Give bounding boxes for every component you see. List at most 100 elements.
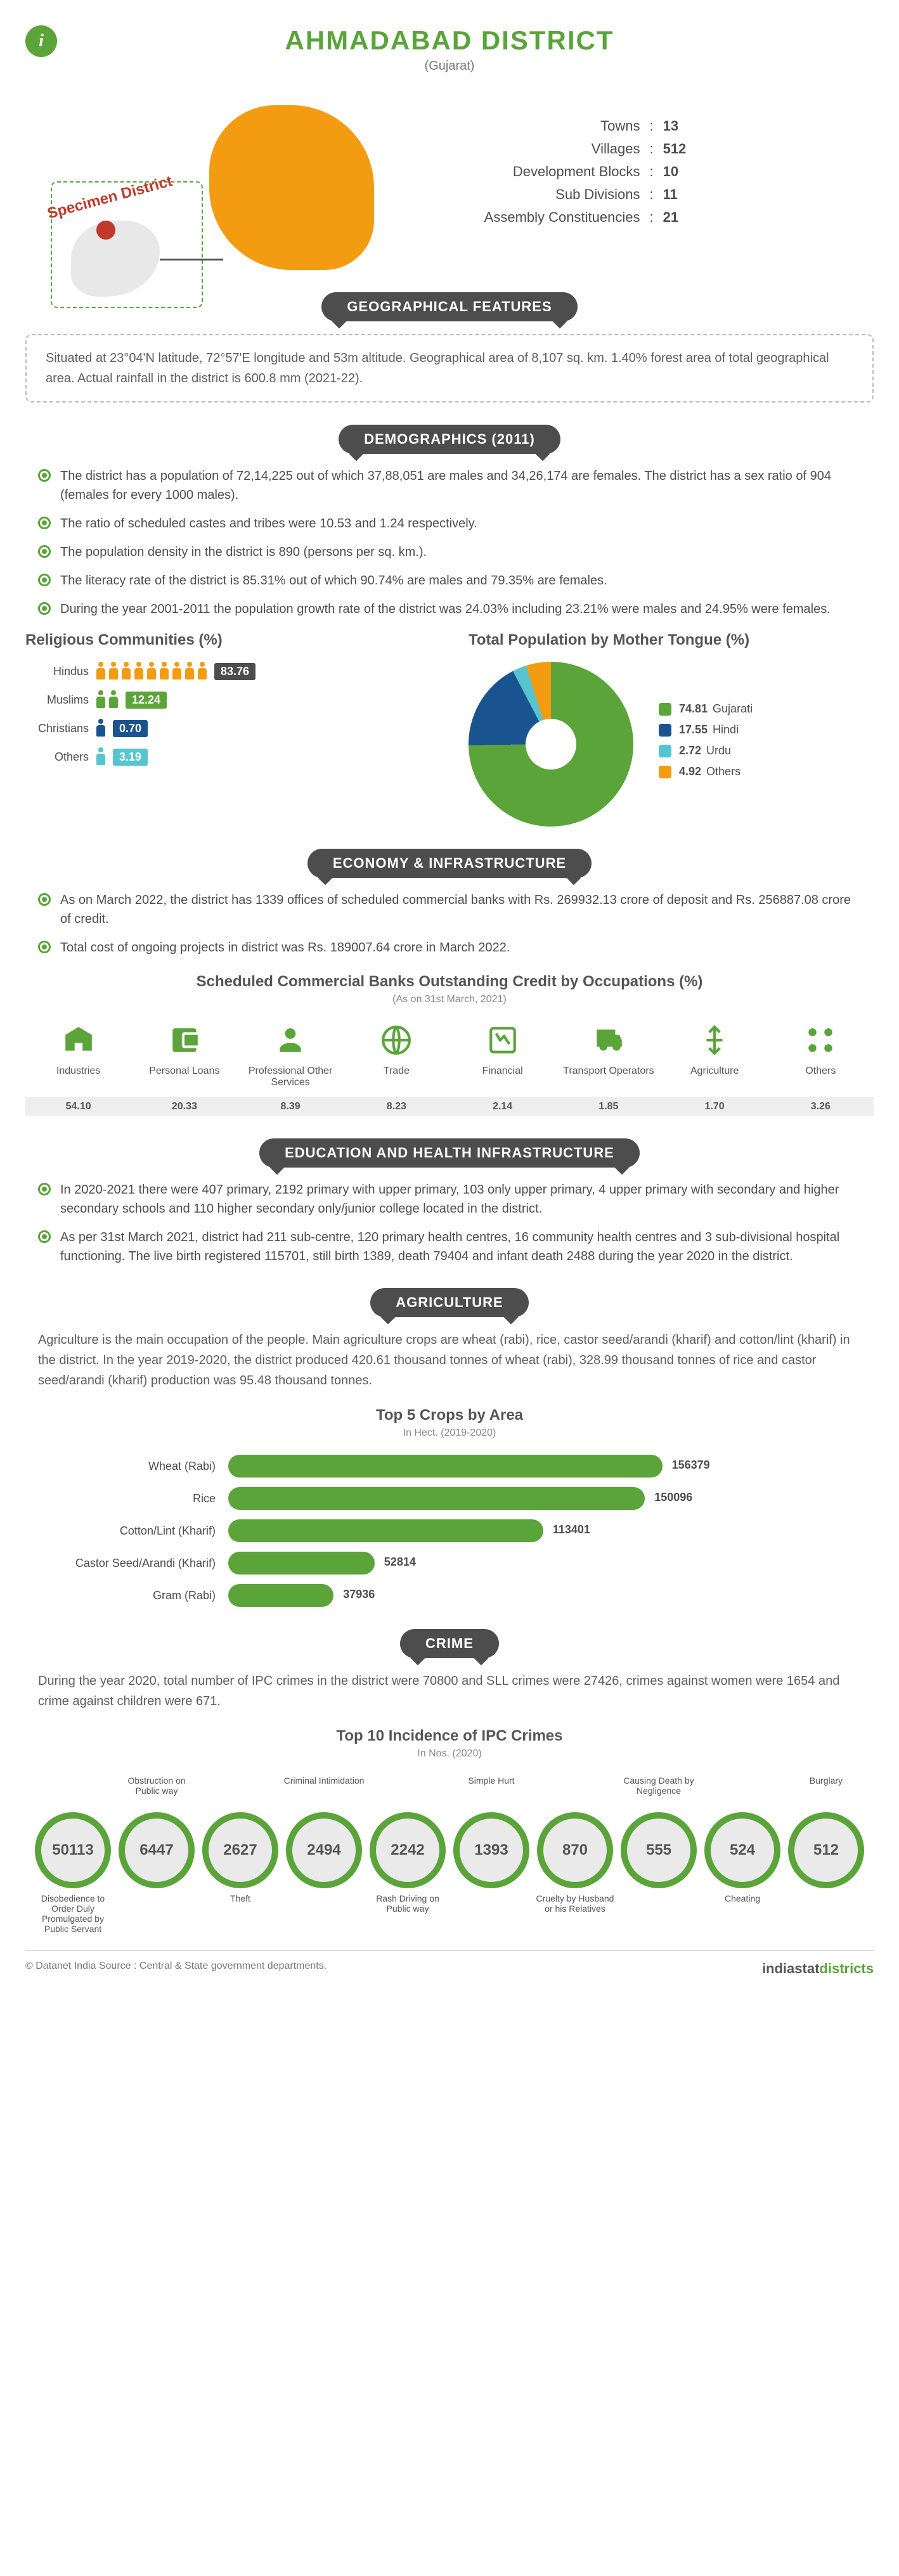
crop-bar-wrap: 37936	[228, 1584, 848, 1607]
crime-item: 50113Disobedience to Order Duly Promulga…	[31, 1775, 115, 1925]
religion-label: Hindus	[25, 665, 95, 678]
religion-value: 83.76	[214, 663, 255, 680]
agri-desc: Agriculture is the main occupation of th…	[25, 1330, 874, 1391]
crop-value: 52814	[384, 1555, 416, 1569]
occupation-item: Others3.26	[768, 1021, 874, 1116]
stat-row: Assembly Constituencies:21	[427, 209, 686, 226]
stat-row: Towns:13	[427, 118, 686, 134]
crop-bar	[228, 1487, 645, 1510]
stat-value: 11	[663, 186, 678, 203]
crop-label: Castor Seed/Arandi (Kharif)	[51, 1557, 228, 1570]
tongue-legend: 74.81Gujarati17.55Hindi2.72Urdu4.92Other…	[659, 702, 753, 786]
stat-value: 10	[663, 164, 678, 180]
crop-bar	[228, 1519, 543, 1542]
person-icon	[95, 719, 107, 738]
person-icon	[108, 662, 119, 681]
occupation-icon	[271, 1021, 309, 1059]
crop-bar	[228, 1584, 333, 1607]
crop-bar-wrap: 52814	[228, 1552, 848, 1575]
stat-row: Development Blocks:10	[427, 164, 686, 180]
geo-title: GEOGRAPHICAL FEATURES	[321, 292, 577, 321]
occupation-icon	[695, 1021, 734, 1059]
state-subtitle: (Gujarat)	[25, 59, 874, 74]
crime-label: Theft	[198, 1893, 282, 1925]
crime-circle: 512	[788, 1812, 864, 1888]
section-banner-eduhealth: EDUCATION AND HEALTH INFRASTRUCTURE	[25, 1138, 874, 1168]
bullet-item: Total cost of ongoing projects in distri…	[38, 938, 861, 957]
crime-label: Disobedience to Order Duly Promulgated b…	[31, 1893, 115, 1925]
specimen-box: Specimen District	[51, 181, 203, 308]
occupation-item: Industries54.10	[25, 1021, 131, 1116]
summary-stats: Towns:13Villages:512Development Blocks:1…	[427, 118, 686, 232]
legend-pct: 17.55	[679, 723, 708, 737]
bullet-text: The population density in the district i…	[60, 543, 427, 562]
legend-item: 17.55Hindi	[659, 723, 753, 737]
crop-value: 37936	[343, 1588, 375, 1601]
tongue-title: Total Population by Mother Tongue (%)	[469, 631, 874, 649]
crop-label: Wheat (Rabi)	[51, 1460, 228, 1473]
religion-row: Muslims12.24	[25, 690, 430, 709]
religion-value: 3.19	[113, 749, 148, 766]
occupation-item: Financial2.14	[450, 1021, 555, 1116]
district-map-icon	[209, 105, 374, 270]
crime-item: Simple Hurt1393	[450, 1775, 533, 1925]
bullet-item: The district has a population of 72,14,2…	[38, 467, 861, 505]
person-icon	[108, 690, 119, 709]
religion-chart: Hindus83.76Muslims12.24Christians0.70Oth…	[25, 662, 430, 766]
arrow-icon	[160, 259, 223, 261]
occupation-icon	[165, 1021, 204, 1059]
bullet-icon	[38, 517, 51, 529]
ipc-title: Top 10 Incidence of IPC Crimes	[25, 1727, 874, 1745]
crop-label: Gram (Rabi)	[51, 1589, 228, 1602]
bullet-text: The literacy rate of the district is 85.…	[60, 571, 607, 590]
crime-label: Rash Driving on Public way	[366, 1893, 450, 1925]
bullet-icon	[38, 469, 51, 482]
crop-bar	[228, 1552, 375, 1575]
crime-label: Obstruction on Public way	[115, 1775, 198, 1807]
occupation-icon	[590, 1021, 628, 1059]
occupation-value: 54.10	[25, 1097, 131, 1116]
occupation-icon	[484, 1021, 522, 1059]
demo-title: DEMOGRAPHICS (2011)	[339, 425, 560, 454]
occupation-label: Others	[768, 1066, 874, 1091]
section-banner-crime: CRIME	[25, 1629, 874, 1658]
bullet-item: As per 31st March 2021, district had 211…	[38, 1228, 861, 1266]
bullet-text: As per 31st March 2021, district had 211…	[60, 1228, 861, 1266]
crime-circle: 870	[537, 1812, 613, 1888]
person-icon	[95, 662, 107, 681]
eduhealth-title: EDUCATION AND HEALTH INFRASTRUCTURE	[259, 1138, 640, 1168]
occupation-value: 1.85	[555, 1097, 661, 1116]
legend-swatch-icon	[659, 703, 671, 716]
crime-desc: During the year 2020, total number of IP…	[25, 1671, 874, 1711]
crop-bar	[228, 1455, 663, 1478]
legend-item: 4.92Others	[659, 765, 753, 778]
occupation-value: 1.70	[662, 1097, 768, 1116]
credit-note: (As on 31st March, 2021)	[25, 994, 874, 1005]
person-icon	[133, 662, 145, 681]
footer-brand: indiastatdistricts	[762, 1961, 874, 1977]
occupation-icon	[377, 1021, 415, 1059]
bullet-text: During the year 2001-2011 the population…	[60, 600, 831, 619]
header: i AHMADABAD DISTRICT (Gujarat)	[25, 25, 874, 74]
crop-label: Cotton/Lint (Kharif)	[51, 1524, 228, 1538]
person-icon	[120, 662, 132, 681]
crops-note: In Hect. (2019-2020)	[25, 1427, 874, 1439]
crime-item: 870 Cruelty by Husband or his Relatives	[533, 1775, 617, 1925]
geo-text: Situated at 23°04'N latitude, 72°57'E lo…	[25, 334, 874, 402]
brand-pre: indiastat	[762, 1961, 819, 1976]
person-icon	[184, 662, 195, 681]
crop-row: Rice150096	[51, 1487, 848, 1510]
religion-value: 0.70	[113, 720, 148, 737]
crime-circle: 6447	[119, 1812, 195, 1888]
bullet-icon	[38, 574, 51, 586]
crime-item: Obstruction on Public way 6447	[115, 1775, 198, 1925]
religion-icons	[95, 662, 208, 681]
occupation-label: Agriculture	[662, 1066, 768, 1091]
crime-label: Cruelty by Husband or his Relatives	[533, 1893, 617, 1925]
bullet-text: The district has a population of 72,14,2…	[60, 467, 861, 505]
bullet-text: Total cost of ongoing projects in distri…	[60, 938, 510, 957]
person-icon	[197, 662, 208, 681]
legend-swatch-icon	[659, 745, 671, 757]
legend-pct: 4.92	[679, 765, 701, 778]
stat-value: 21	[663, 209, 678, 226]
